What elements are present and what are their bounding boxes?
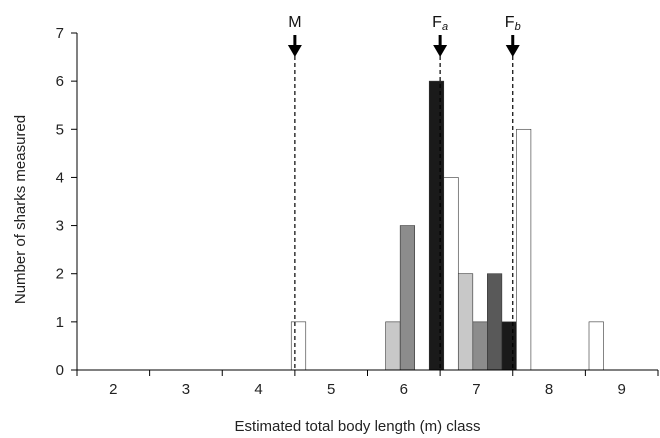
y-axis-ticks: 0 1 2 3 4 5 6 7 — [56, 25, 77, 379]
y-tick-label: 3 — [56, 218, 64, 235]
x-axis-ticks: 2 3 4 5 6 7 8 9 — [76, 370, 659, 398]
bar — [472, 321, 488, 371]
y-tick-label: 0 — [56, 362, 64, 379]
marker-arrow-head — [287, 45, 302, 57]
bar — [443, 177, 459, 371]
marker-label: M — [288, 14, 301, 31]
x-tick-label: 8 — [545, 381, 553, 398]
marker-arrow-head — [433, 45, 448, 57]
marker-subscript: a — [442, 21, 448, 33]
x-axis-title: Estimated total body length (m) class — [235, 418, 481, 435]
bar — [516, 128, 532, 371]
x-tick-label: 7 — [472, 381, 480, 398]
x-tick-label: 6 — [400, 381, 408, 398]
bar — [399, 225, 416, 371]
bars — [290, 80, 604, 371]
y-tick-label: 7 — [56, 25, 64, 42]
marker-label: Fb — [505, 14, 521, 33]
y-tick-label: 6 — [56, 73, 64, 90]
marker-label: Fa — [432, 14, 448, 33]
bar — [501, 321, 517, 371]
y-tick-label: 1 — [56, 314, 64, 331]
x-tick-label: 9 — [618, 381, 626, 398]
bar — [290, 321, 307, 371]
y-tick-label: 5 — [56, 121, 64, 138]
bar — [385, 321, 401, 371]
marker-subscript: b — [515, 21, 521, 33]
y-axis-title: Number of sharks measured — [12, 115, 29, 304]
marker-arrow-head — [505, 45, 520, 57]
bar — [428, 80, 445, 371]
bar — [457, 273, 474, 371]
y-tick-label: 4 — [56, 169, 64, 186]
x-tick-label: 5 — [327, 381, 335, 398]
y-tick-label: 2 — [56, 266, 64, 283]
bar — [487, 273, 503, 371]
x-tick-label: 3 — [182, 381, 190, 398]
x-tick-label: 2 — [109, 381, 117, 398]
x-tick-label: 4 — [254, 381, 262, 398]
bar — [588, 321, 604, 371]
